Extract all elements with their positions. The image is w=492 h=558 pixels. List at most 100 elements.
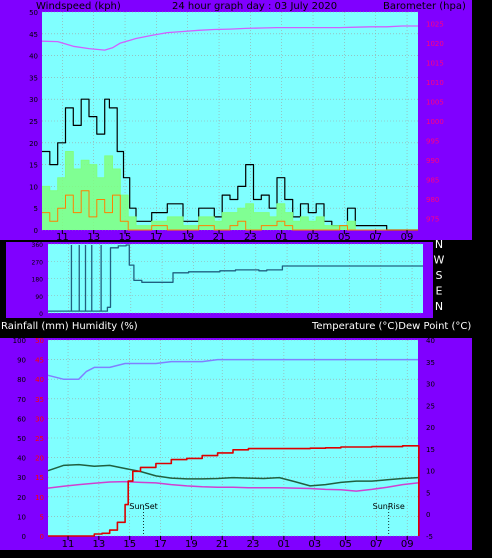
temperature-y-tick-label: 20 xyxy=(426,424,435,432)
direction-y-tick-label: 180 xyxy=(32,277,44,284)
temperature-y-tick-label: 40 xyxy=(426,337,435,345)
rain-y-tick-label: 5 xyxy=(40,513,44,521)
direction-axis: 0 90 180 270 360 xyxy=(32,242,44,318)
x-tick-label: 15 xyxy=(119,232,132,243)
humidity-y-tick-label: 100 xyxy=(13,337,26,345)
rain-y-tick-label: 10 xyxy=(35,494,44,502)
x-tick-label: 11 xyxy=(56,232,69,243)
barometer-label: Barometer (hpa) xyxy=(383,1,466,12)
wind-min-line xyxy=(42,190,418,231)
x-tick-label: 11 xyxy=(62,539,75,550)
humidity-y-tick-label: 80 xyxy=(17,376,26,384)
compass-label: N xyxy=(435,300,443,313)
barometer-y-tick-label: 1010 xyxy=(426,79,444,87)
temperature-y-tick-label: 30 xyxy=(426,381,435,389)
x-tick-label: 19 xyxy=(185,539,198,550)
rain-y-tick-label: 20 xyxy=(35,455,44,463)
sunset-label: SunSet xyxy=(129,502,157,511)
x-tick-label: 07 xyxy=(370,539,383,550)
x-tick-label: 23 xyxy=(244,232,257,243)
temperature-line xyxy=(47,463,419,487)
wind-axis-left: 0 5 10 15 20 25 30 35 40 45 50 xyxy=(29,9,38,235)
barometer-line xyxy=(41,25,418,51)
compass-label: W xyxy=(434,254,445,267)
x-tick-label: 21 xyxy=(213,232,226,243)
wind-grid xyxy=(42,11,418,231)
temp-dewpoint-label: Temperature (°C)Dew Point (°C) xyxy=(311,321,471,332)
direction-y-tick-label: 0 xyxy=(39,311,43,318)
compass-label: S xyxy=(436,269,443,282)
compass-label: E xyxy=(436,285,443,298)
humidity-y-tick-label: 30 xyxy=(17,474,26,482)
humidity-y-tick-label: 40 xyxy=(17,455,26,463)
temperature-y-tick-label: 10 xyxy=(426,468,435,476)
barometer-y-tick-label: 975 xyxy=(426,215,439,223)
wind-y-tick-label: 50 xyxy=(29,9,38,17)
barometer-y-tick-label: 1000 xyxy=(426,118,444,126)
wind-y-tick-label: 20 xyxy=(29,140,38,148)
humidity-y-tick-label: 50 xyxy=(17,435,26,443)
barometer-y-tick-label: 985 xyxy=(426,176,439,184)
temperature-y-tick-label: 15 xyxy=(426,446,435,454)
sunrise-label: SunRise xyxy=(373,502,405,511)
direction-y-tick-label: 270 xyxy=(32,259,44,266)
x-tick-label: 19 xyxy=(181,232,194,243)
dew-point-line xyxy=(47,480,419,492)
wind-avg-line xyxy=(42,151,418,231)
x-tick-label: 07 xyxy=(369,232,382,243)
graph-title: 24 hour graph day : 03 July 2020 xyxy=(172,1,337,12)
x-tick-label: 01 xyxy=(278,539,291,550)
rain-x-ticks: 11 13 15 17 19 21 23 01 03 05 07 09 xyxy=(62,536,414,550)
rain-y-tick-label: 0 xyxy=(40,533,44,541)
direction-y-tick-label: 360 xyxy=(32,242,44,249)
direction-series xyxy=(48,244,423,312)
temperature-y-tick-label: -5 xyxy=(426,533,433,541)
humidity-axis-left: 0 10 20 30 40 50 60 70 80 90 100 xyxy=(13,337,26,541)
humidity-y-tick-label: 20 xyxy=(17,494,26,502)
x-tick-label: 13 xyxy=(87,232,100,243)
x-tick-label: 05 xyxy=(339,539,352,550)
x-tick-label: 17 xyxy=(150,232,163,243)
sun-events: SunSet SunRise xyxy=(129,502,405,536)
barometer-y-tick-label: 1020 xyxy=(426,40,444,48)
temperature-y-tick-label: 35 xyxy=(426,359,435,367)
humidity-y-tick-label: 10 xyxy=(17,513,26,521)
temperature-axis-right: -5 0 5 10 15 20 25 30 35 40 xyxy=(426,337,435,541)
direction-y-tick-label: 90 xyxy=(35,294,43,301)
temperature-y-tick-label: 0 xyxy=(426,511,430,519)
direction-grid xyxy=(48,243,423,314)
humidity-line xyxy=(47,358,418,380)
x-tick-label: 15 xyxy=(123,539,136,550)
x-tick-label: 21 xyxy=(216,539,229,550)
barometer-y-tick-label: 1015 xyxy=(426,60,444,68)
wind-x-ticks: 11 13 15 17 19 21 23 01 03 05 07 09 xyxy=(56,230,413,243)
x-tick-label: 09 xyxy=(401,539,414,550)
wind-y-tick-label: 35 xyxy=(29,74,38,82)
wind-y-tick-label: 15 xyxy=(29,162,38,170)
wind-y-tick-label: 30 xyxy=(29,96,38,104)
rain-axis: 0 5 10 15 20 25 30 35 40 45 50 xyxy=(35,337,44,541)
barometer-y-tick-label: 980 xyxy=(426,196,439,204)
wind-avg-area xyxy=(42,151,418,230)
rain-y-tick-label: 40 xyxy=(35,376,44,384)
x-tick-label: 05 xyxy=(338,232,351,243)
rain-y-tick-label: 15 xyxy=(35,474,44,482)
rain-y-tick-label: 30 xyxy=(35,415,44,423)
barometer-y-tick-label: 990 xyxy=(426,157,439,165)
wind-y-tick-label: 25 xyxy=(29,118,38,126)
rain-humidity-label: Rainfall (mm) Humidity (%) xyxy=(1,321,138,332)
wind-series xyxy=(41,25,418,231)
wind-y-tick-label: 10 xyxy=(29,183,38,191)
rainfall-line xyxy=(48,444,420,537)
rain-y-tick-label: 50 xyxy=(35,337,44,345)
rain-y-tick-label: 25 xyxy=(35,435,44,443)
windspeed-label: Windspeed (kph) xyxy=(36,1,121,12)
barometer-y-tick-label: 1025 xyxy=(426,21,444,29)
x-tick-label: 13 xyxy=(93,539,106,550)
x-tick-label: 03 xyxy=(308,539,321,550)
wind-y-tick-label: 5 xyxy=(34,205,38,213)
x-tick-label: 01 xyxy=(275,232,288,243)
wind-y-tick-label: 45 xyxy=(29,31,38,39)
